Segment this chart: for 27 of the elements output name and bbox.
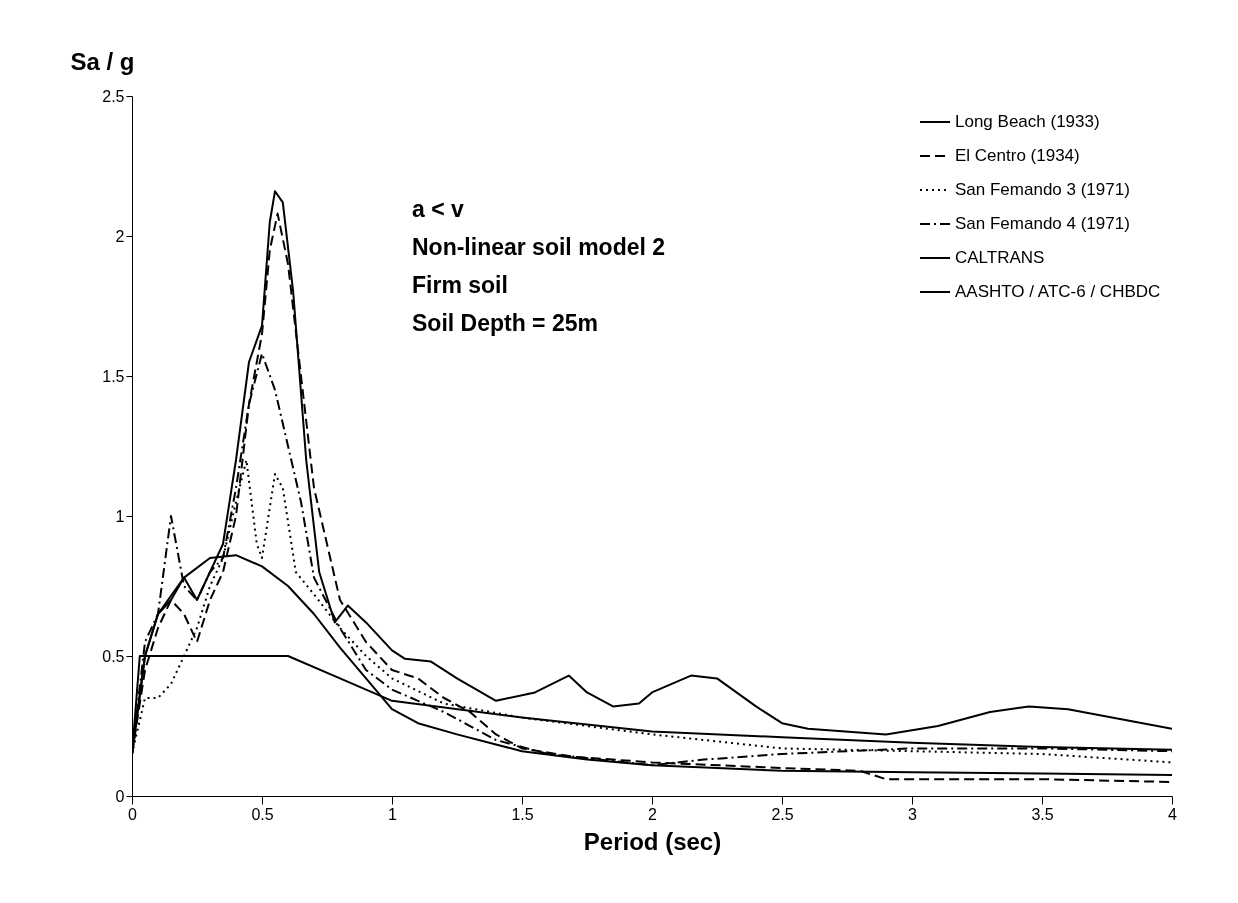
annotation: Firm soil: [412, 272, 508, 298]
y-tick-label: 0: [115, 787, 125, 805]
annotation: Soil Depth = 25m: [412, 310, 598, 336]
x-tick-label: 1.5: [511, 805, 534, 823]
x-tick-label: 0.5: [251, 805, 274, 823]
x-axis-title: Period (sec): [583, 827, 722, 855]
legend-label: San Femando 3 (1971): [955, 180, 1130, 199]
y-tick-label: 2.5: [102, 87, 125, 105]
legend-label: AASHTO / ATC-6 / CHBDC: [955, 282, 1161, 301]
annotation: Non-linear soil model 2: [412, 234, 666, 260]
y-tick-label: 2: [115, 227, 125, 245]
x-tick-label: 0: [128, 805, 138, 823]
y-tick-label: 1.5: [102, 367, 125, 385]
legend-label: El Centro (1934): [955, 146, 1080, 165]
y-axis-title: Sa / g: [70, 47, 135, 75]
legend-label: CALTRANS: [955, 248, 1045, 267]
y-tick-label: 1: [115, 507, 125, 525]
x-tick-label: 1: [388, 805, 398, 823]
legend-label: San Femando 4 (1971): [955, 214, 1130, 233]
x-tick-label: 2.5: [771, 805, 794, 823]
x-tick-label: 2: [648, 805, 658, 823]
x-tick-label: 3.5: [1031, 805, 1054, 823]
x-tick-label: 4: [1168, 805, 1178, 823]
annotation: a < v: [412, 196, 464, 222]
x-tick-label: 3: [908, 805, 918, 823]
y-tick-label: 0.5: [102, 647, 125, 665]
legend-label: Long Beach (1933): [955, 112, 1100, 131]
